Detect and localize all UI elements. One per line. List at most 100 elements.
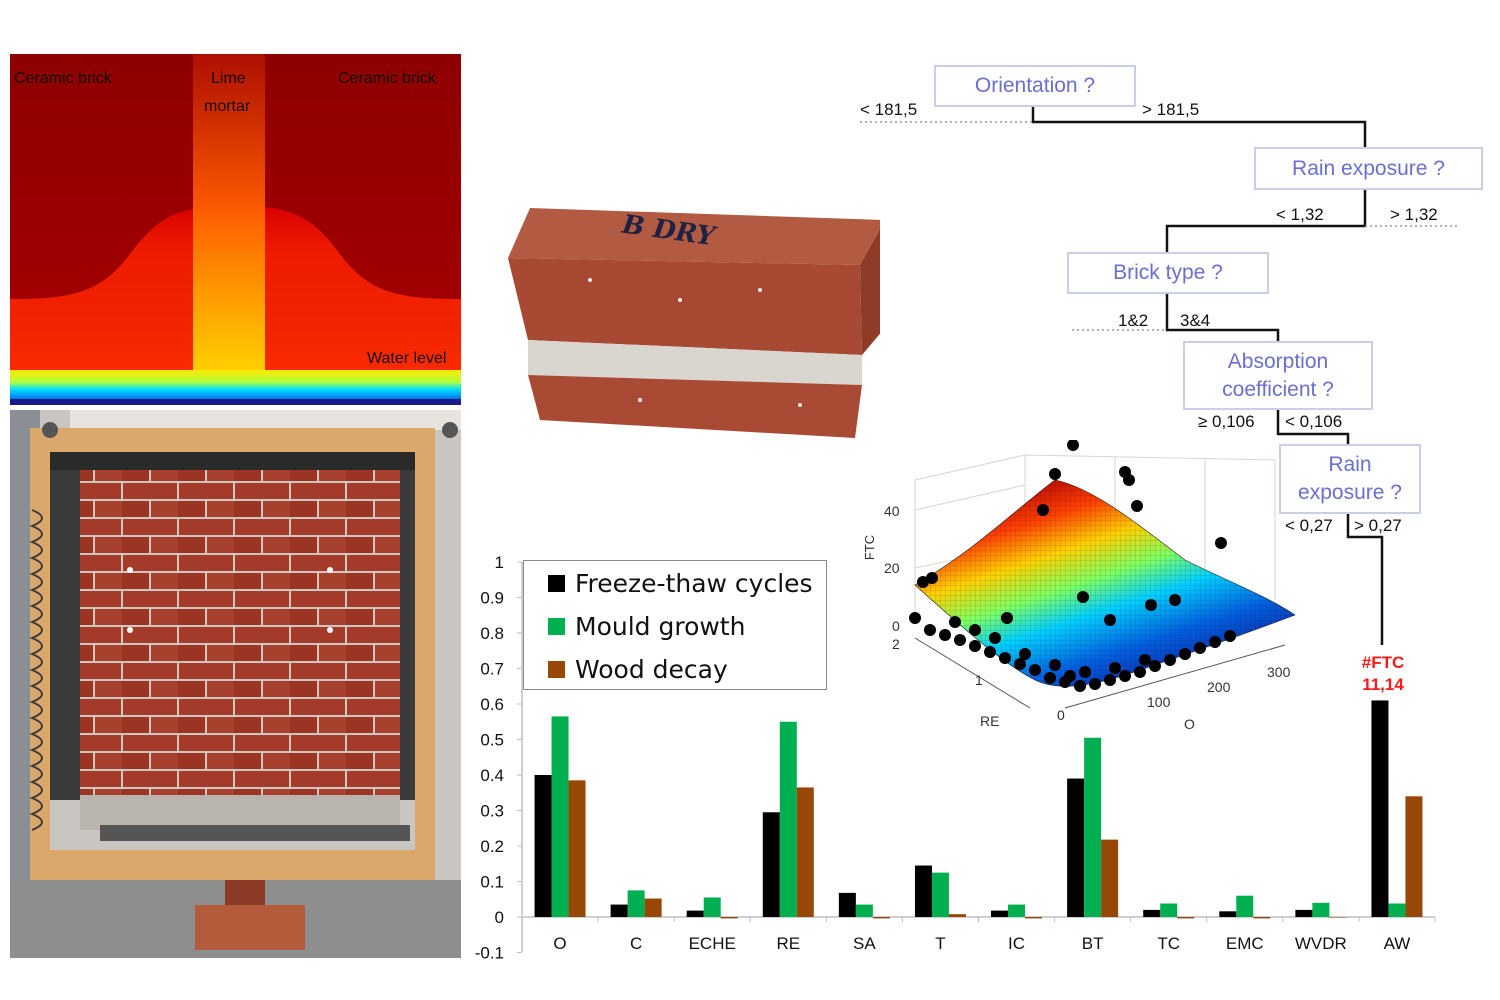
bar-re-mould-growth (779, 721, 797, 917)
bar-t-mould-growth (931, 872, 949, 917)
surface-ztick-40: 40 (884, 503, 900, 519)
split-rain2-high: > 0,27 (1354, 516, 1402, 535)
bar-emc-wood-decay (1253, 917, 1271, 919)
split-bricktype-low: 1&2 (1118, 311, 1149, 330)
heatmap-label-lime: Lime (211, 70, 246, 87)
y-tick-label: 0.3 (480, 802, 504, 821)
heatmap-label-mortar: mortar (204, 98, 251, 115)
bar-wvdr-mould-growth (1312, 902, 1330, 917)
y-tick-label: 0.8 (480, 624, 504, 643)
x-tick-label: SA (853, 934, 876, 953)
split-rain2-low: < 0,27 (1285, 516, 1333, 535)
tree-node-rain-exposure-2: Rain exposure ? (1279, 444, 1421, 514)
legend-label-wood: Wood decay (575, 655, 728, 684)
x-tick-label: T (935, 934, 945, 953)
bar-o-mould-growth (551, 716, 569, 917)
legend-swatch-mould (548, 618, 565, 635)
test-wall-photo (10, 410, 461, 958)
chart-legend: Freeze-thaw cycles Mould growth Wood dec… (523, 560, 827, 690)
x-tick-label: C (630, 934, 642, 953)
legend-swatch-ftc (548, 575, 565, 592)
bar-wvdr-wood-decay (1329, 917, 1347, 918)
tree-leaf-ftc: #FTC 11,14 (1350, 652, 1416, 696)
bar-tc-mould-growth (1160, 903, 1178, 917)
y-tick-label: -0.1 (475, 944, 504, 963)
surface-retick-0: 0 (1057, 707, 1065, 723)
x-tick-label: EMC (1226, 934, 1264, 953)
bar-t-freeze-thaw-cycles (914, 865, 932, 917)
x-tick-label: RE (776, 934, 800, 953)
x-tick-label: ECHE (689, 934, 736, 953)
bar-eche-mould-growth (703, 897, 721, 917)
y-tick-label: 0.9 (480, 589, 504, 608)
split-bricktype-high: 3&4 (1180, 311, 1211, 330)
split-rain1-high: > 1,32 (1390, 205, 1438, 224)
bar-sa-wood-decay (872, 917, 890, 919)
tree-node-rain-exposure-1: Rain exposure ? (1254, 147, 1483, 190)
bar-aw-mould-growth (1388, 903, 1406, 917)
split-orientation-low: < 181,5 (860, 100, 918, 119)
bar-bt-wood-decay (1101, 839, 1119, 917)
surface-plot: FTC 40 20 0 2 1 0 100 200 300 RE O (855, 439, 1305, 740)
surface-retick-1: 1 (975, 672, 983, 688)
y-tick-label: 0.2 (480, 837, 504, 856)
surface-ztick-0: 0 (892, 618, 900, 634)
heatmap-label-right: Ceramic brick (338, 70, 436, 87)
legend-label-ftc: Freeze-thaw cycles (575, 569, 813, 598)
bar-c-freeze-thaw-cycles (610, 904, 628, 917)
legend-item-wood: Wood decay (548, 648, 826, 691)
bar-tc-freeze-thaw-cycles (1143, 909, 1161, 917)
x-tick-label: WVDR (1295, 934, 1347, 953)
tree-node-orientation: Orientation ? (934, 65, 1136, 107)
bar-re-freeze-thaw-cycles (762, 812, 780, 917)
surface-ztick-20: 20 (884, 560, 900, 576)
bar-o-wood-decay (568, 780, 586, 917)
bar-o-freeze-thaw-cycles (534, 775, 552, 917)
surface-retick-2: 2 (892, 636, 900, 652)
split-orientation-high: > 181,5 (1142, 100, 1200, 119)
x-tick-label: BT (1082, 934, 1104, 953)
tree-leaf-label: #FTC (1361, 653, 1405, 672)
x-tick-label: O (553, 934, 566, 953)
surface-otick-300: 300 (1267, 664, 1291, 680)
heatmap-label-left: Ceramic brick (14, 70, 112, 87)
y-tick-label: 0.5 (480, 731, 504, 750)
moisture-heatmap: Ceramic brick Lime mortar Ceramic brick … (10, 54, 461, 405)
water-level-label: Water level (367, 350, 447, 367)
y-tick-label: 0.4 (480, 766, 504, 785)
y-tick-label: 0.1 (480, 873, 504, 892)
bar-bt-mould-growth (1084, 737, 1102, 917)
legend-label-mould: Mould growth (575, 612, 746, 641)
split-rain1-low: < 1,32 (1276, 205, 1324, 224)
x-tick-label: TC (1157, 934, 1180, 953)
bar-t-wood-decay (948, 914, 966, 917)
y-tick-label: 0.6 (480, 695, 504, 714)
bar-sa-freeze-thaw-cycles (838, 892, 856, 917)
legend-swatch-wood (548, 661, 565, 678)
bar-eche-wood-decay (720, 917, 738, 919)
bar-ic-mould-growth (1008, 904, 1026, 917)
x-tick-label: AW (1384, 934, 1411, 953)
y-tick-label: 0 (495, 908, 504, 927)
y-tick-label: 1 (495, 553, 504, 572)
y-tick-label: 0.7 (480, 660, 504, 679)
legend-item-ftc: Freeze-thaw cycles (548, 562, 826, 605)
surface-zlabel: FTC (862, 534, 878, 561)
surface-ylabel: O (1184, 716, 1195, 732)
legend-item-mould: Mould growth (548, 605, 826, 648)
brick-sample-photo: B DRY (500, 200, 900, 440)
x-tick-label: IC (1008, 934, 1025, 953)
surface-otick-100: 100 (1147, 694, 1171, 710)
bar-chart: 1 0.9 0.8 0.7 0.6 0.5 0.4 0.3 0.2 0.1 0 -0.1 O C ECHE R… (475, 553, 1436, 963)
bar-aw-freeze-thaw-cycles (1371, 700, 1389, 917)
bar-wvdr-freeze-thaw-cycles (1295, 909, 1313, 917)
tree-node-brick-type: Brick type ? (1067, 252, 1269, 294)
bar-c-mould-growth (627, 890, 645, 917)
bar-aw-wood-decay (1405, 796, 1423, 917)
bar-bt-freeze-thaw-cycles (1067, 778, 1085, 917)
bar-ic-wood-decay (1025, 917, 1043, 919)
bar-emc-mould-growth (1236, 895, 1254, 917)
bar-re-wood-decay (796, 787, 814, 917)
surface-otick-200: 200 (1207, 679, 1231, 695)
